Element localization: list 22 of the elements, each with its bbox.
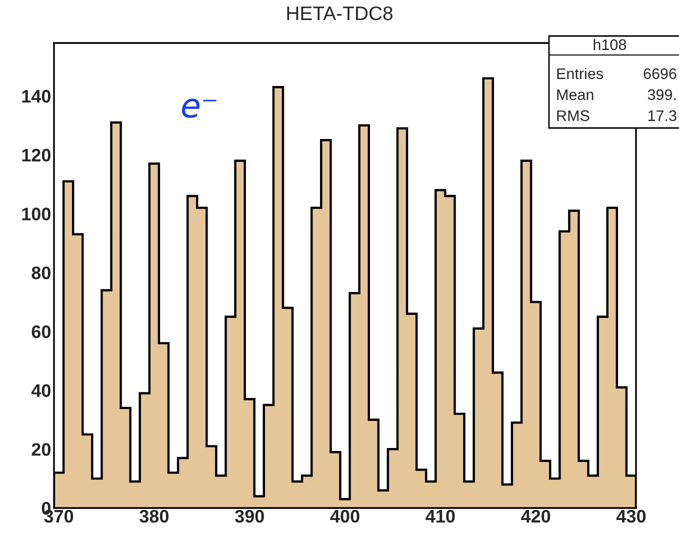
x-tick-label: 380 [140,510,169,523]
annotation: h108 [594,38,626,50]
x-tick-label: 420 [521,510,550,523]
text: 17.3 [648,110,676,122]
annotation: Mean [557,89,594,100]
text: 6696 [644,68,676,80]
y-tick-label: 140 [22,90,50,103]
text: 399. [648,89,676,100]
x-tick-label: 390 [234,510,264,523]
x-tick-label: 400 [330,510,360,523]
annotation: e⁻ [182,98,216,118]
y-tick-label: 100 [22,208,50,220]
y-tick-label: 120 [22,148,50,162]
y-tick-label: 60 [32,325,50,338]
x-tick-label: 410 [426,510,455,523]
x-tick-label: 430 [616,510,646,523]
chart-title: HETA-TDC8 [287,6,392,20]
annotation: Entries [557,68,603,80]
y-tick-label: 80 [32,266,50,280]
y-tick-label: 40 [31,384,50,397]
y-tick-label: 20 [32,443,50,456]
annotation: RMS [557,110,590,122]
